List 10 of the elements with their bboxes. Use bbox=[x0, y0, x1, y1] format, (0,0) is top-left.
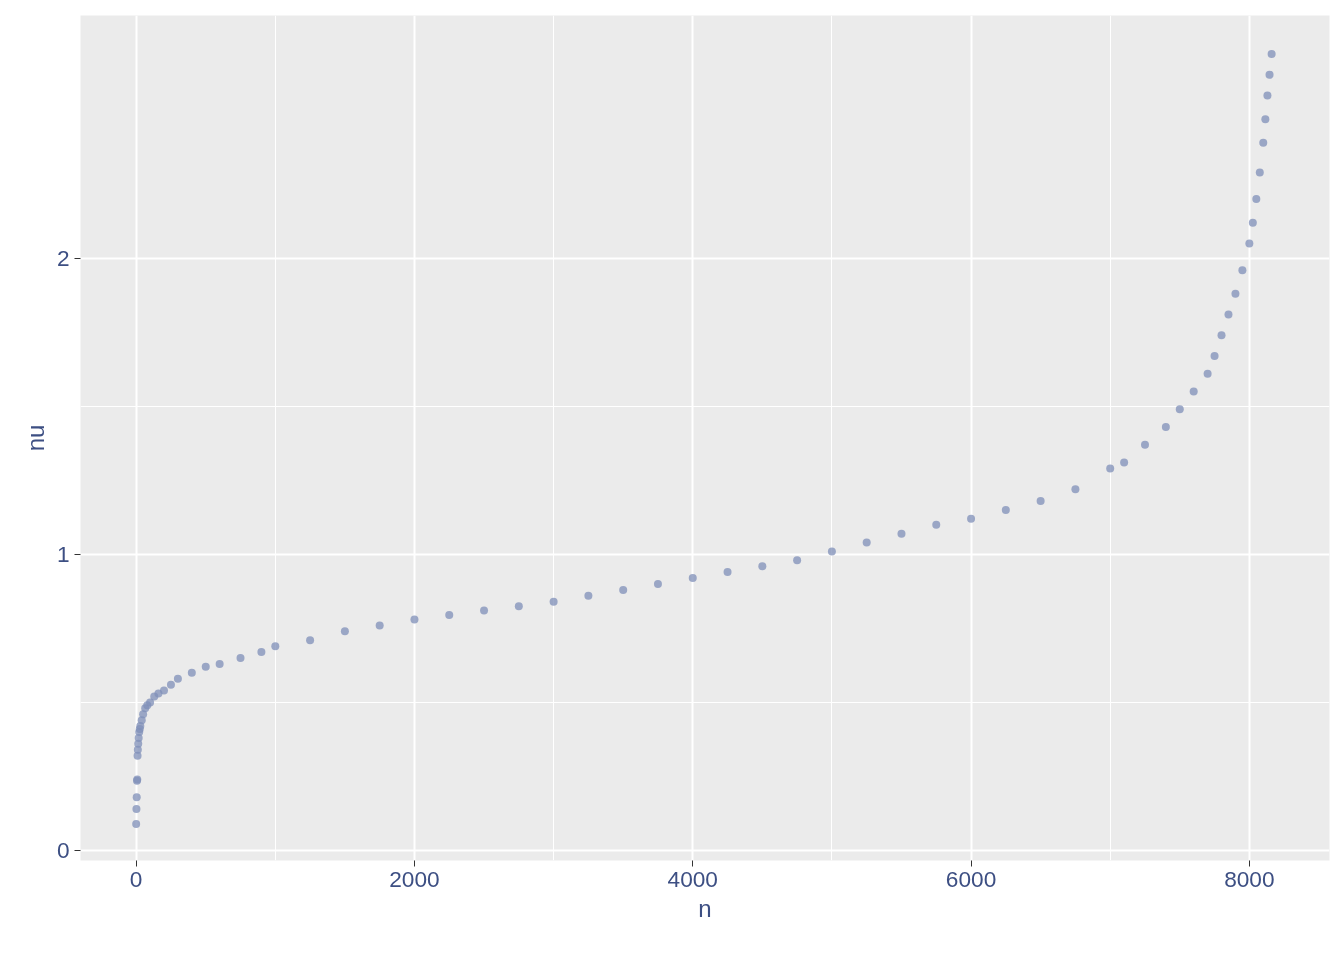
x-tick-label: 6000 bbox=[945, 865, 997, 892]
x-tick-label: 8000 bbox=[1224, 865, 1275, 892]
x-tick-label: 0 bbox=[129, 865, 143, 892]
x-tick-label: 2000 bbox=[389, 865, 440, 892]
x-tick-label: 4000 bbox=[667, 865, 718, 892]
y-tick-label: 1 bbox=[56, 540, 70, 567]
x-axis-title: n bbox=[698, 894, 712, 922]
y-tick-label: 0 bbox=[56, 836, 70, 863]
y-axis-title: nu bbox=[21, 424, 49, 452]
y-tick-label: 2 bbox=[56, 244, 70, 271]
